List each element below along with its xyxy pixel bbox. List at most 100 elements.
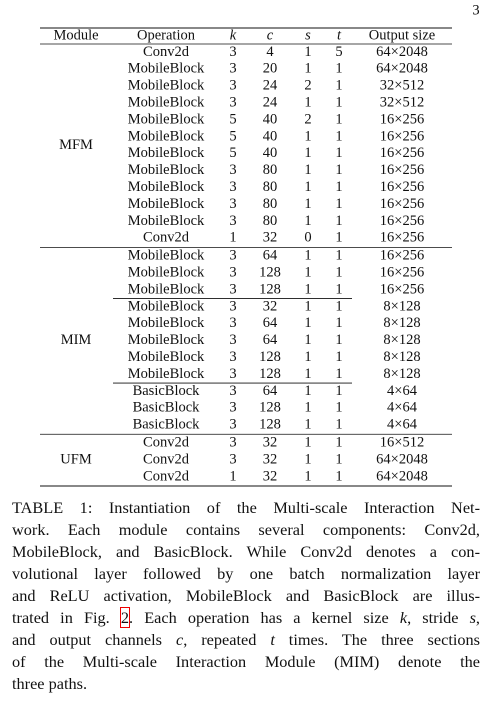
cell: 64 [263, 248, 278, 264]
cell: 16×256 [380, 111, 424, 127]
cell: 3 [229, 332, 236, 348]
cell: 4×64 [387, 400, 418, 416]
cell: 1 [304, 213, 311, 229]
cell: 3 [229, 44, 236, 60]
cell: MobileBlock [128, 61, 205, 77]
caption-line: three paths. [12, 673, 480, 695]
cell: 40 [263, 145, 278, 161]
cell: 1 [304, 417, 311, 433]
cell: 1 [335, 451, 342, 467]
cell: Conv2d [143, 435, 190, 451]
cell: 1 [335, 179, 342, 195]
cell: 3 [229, 196, 236, 212]
cell: 1 [229, 468, 236, 484]
cell: 1 [335, 78, 342, 94]
cell: 3 [229, 366, 236, 382]
cell: 32 [263, 451, 278, 467]
header-cell: Output size [369, 27, 435, 43]
caption-text: , [475, 608, 480, 627]
cell: 3 [229, 400, 236, 416]
cell: 1 [304, 435, 311, 451]
cell: Conv2d [143, 451, 190, 467]
caption-line: TABLE 1: Instantiation of the Multi-scal… [12, 497, 480, 519]
cell: BasicBlock [133, 400, 201, 416]
cell: 16×256 [380, 230, 424, 246]
cell: 1 [304, 383, 311, 399]
cell: 1 [335, 111, 342, 127]
cell: 5 [229, 128, 236, 144]
cell: 1 [304, 332, 311, 348]
cell: MobileBlock [128, 366, 205, 382]
cell: 1 [335, 468, 342, 484]
caption-line: and output channels c, repeated t times.… [12, 629, 480, 651]
caption-line: trated in Fig. 2. Each operation has a k… [12, 607, 480, 629]
math-symbol: k [399, 608, 408, 627]
cell: 16×256 [380, 179, 424, 195]
cell: 3 [229, 315, 236, 331]
cell: MobileBlock [128, 179, 205, 195]
cell: 3 [229, 298, 236, 314]
cell: MobileBlock [128, 332, 205, 348]
caption-line: volutional layer followed by one batch n… [12, 563, 480, 585]
cell: 1 [304, 451, 311, 467]
cell: 128 [259, 417, 281, 433]
math-symbol: c [175, 630, 184, 649]
cell: 1 [335, 95, 342, 111]
cell: 8×128 [383, 332, 420, 348]
caption-text: volutional layer followed by one batch n… [12, 564, 480, 583]
caption-text: MobileBlock, and BasicBlock. While Conv2… [12, 542, 480, 561]
cell: 0 [304, 230, 311, 246]
caption-line: and ReLU activation, MobileBlock and Bas… [12, 585, 480, 607]
caption-line: work. Each module contains several compo… [12, 519, 480, 541]
cell: BasicBlock [133, 383, 201, 399]
cell: 40 [263, 128, 278, 144]
cell: 3 [229, 435, 236, 451]
math-symbol: s [469, 608, 476, 627]
cell: 2 [304, 78, 311, 94]
cell: 3 [229, 383, 236, 399]
cell: 1 [304, 248, 311, 264]
cell: 4×64 [387, 383, 418, 399]
cell: 1 [304, 265, 311, 281]
cell: 1 [335, 61, 342, 77]
cell: 32×512 [380, 95, 424, 111]
cell: Conv2d [143, 44, 190, 60]
cell: 1 [335, 128, 342, 144]
cell: 64×2048 [376, 451, 428, 467]
cell: 1 [229, 230, 236, 246]
cell: 128 [259, 400, 281, 416]
cell: 1 [335, 417, 342, 433]
cell: 1 [304, 128, 311, 144]
cell: 1 [335, 298, 342, 314]
cell: 16×256 [380, 128, 424, 144]
cell: 1 [335, 349, 342, 365]
cell: 8×128 [383, 349, 420, 365]
module-name: UFM [60, 451, 92, 467]
cell: 1 [304, 298, 311, 314]
cell: 128 [259, 281, 281, 297]
math-symbol: t [270, 630, 275, 649]
cell: 1 [304, 366, 311, 382]
cell: 1 [304, 400, 311, 416]
cell: 1 [335, 435, 342, 451]
cell: 3 [229, 162, 236, 178]
cell: 80 [263, 196, 278, 212]
cell: 16×256 [380, 213, 424, 229]
header-cell: c [267, 27, 274, 43]
cell: MobileBlock [128, 315, 205, 331]
cell: 1 [304, 145, 311, 161]
cell: 1 [335, 213, 342, 229]
cell: 24 [263, 78, 278, 94]
caption: TABLE 1: Instantiation of the Multi-scal… [12, 497, 480, 695]
cell: MobileBlock [128, 213, 205, 229]
cell: 128 [259, 265, 281, 281]
caption-line: MobileBlock, and BasicBlock. While Conv2… [12, 541, 480, 563]
cell: 64 [263, 315, 278, 331]
cell: 1 [304, 179, 311, 195]
cell: BasicBlock [133, 417, 201, 433]
caption-text: of the Multi-scale Interaction Module (M… [12, 652, 480, 671]
page-number: 3 [472, 2, 479, 18]
cell: 2 [304, 111, 311, 127]
cell: MobileBlock [128, 111, 205, 127]
